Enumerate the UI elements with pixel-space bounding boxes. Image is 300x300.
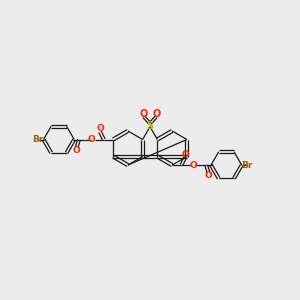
Text: S: S — [146, 121, 154, 131]
Text: O: O — [88, 135, 95, 144]
Text: O: O — [205, 171, 212, 180]
Text: Br: Br — [32, 135, 44, 144]
Text: O: O — [96, 124, 104, 133]
Text: O: O — [152, 110, 160, 119]
Text: O: O — [140, 110, 148, 119]
Text: O: O — [190, 160, 198, 169]
Text: Br: Br — [242, 160, 253, 169]
Text: O: O — [182, 150, 189, 159]
Text: O: O — [73, 146, 81, 155]
